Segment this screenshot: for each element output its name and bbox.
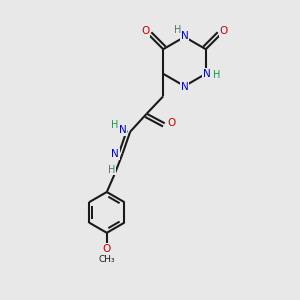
Text: O: O [167,118,176,128]
Text: N: N [181,82,188,92]
Text: H: H [174,25,181,35]
Text: O: O [220,26,228,36]
Text: N: N [118,125,126,135]
Text: CH₃: CH₃ [98,255,115,264]
Text: H: H [213,70,220,80]
Text: O: O [103,244,111,254]
Text: O: O [141,26,149,36]
Text: N: N [203,69,211,79]
Text: N: N [181,31,188,41]
Text: N: N [111,149,119,159]
Text: H: H [111,120,118,130]
Text: H: H [108,164,116,175]
